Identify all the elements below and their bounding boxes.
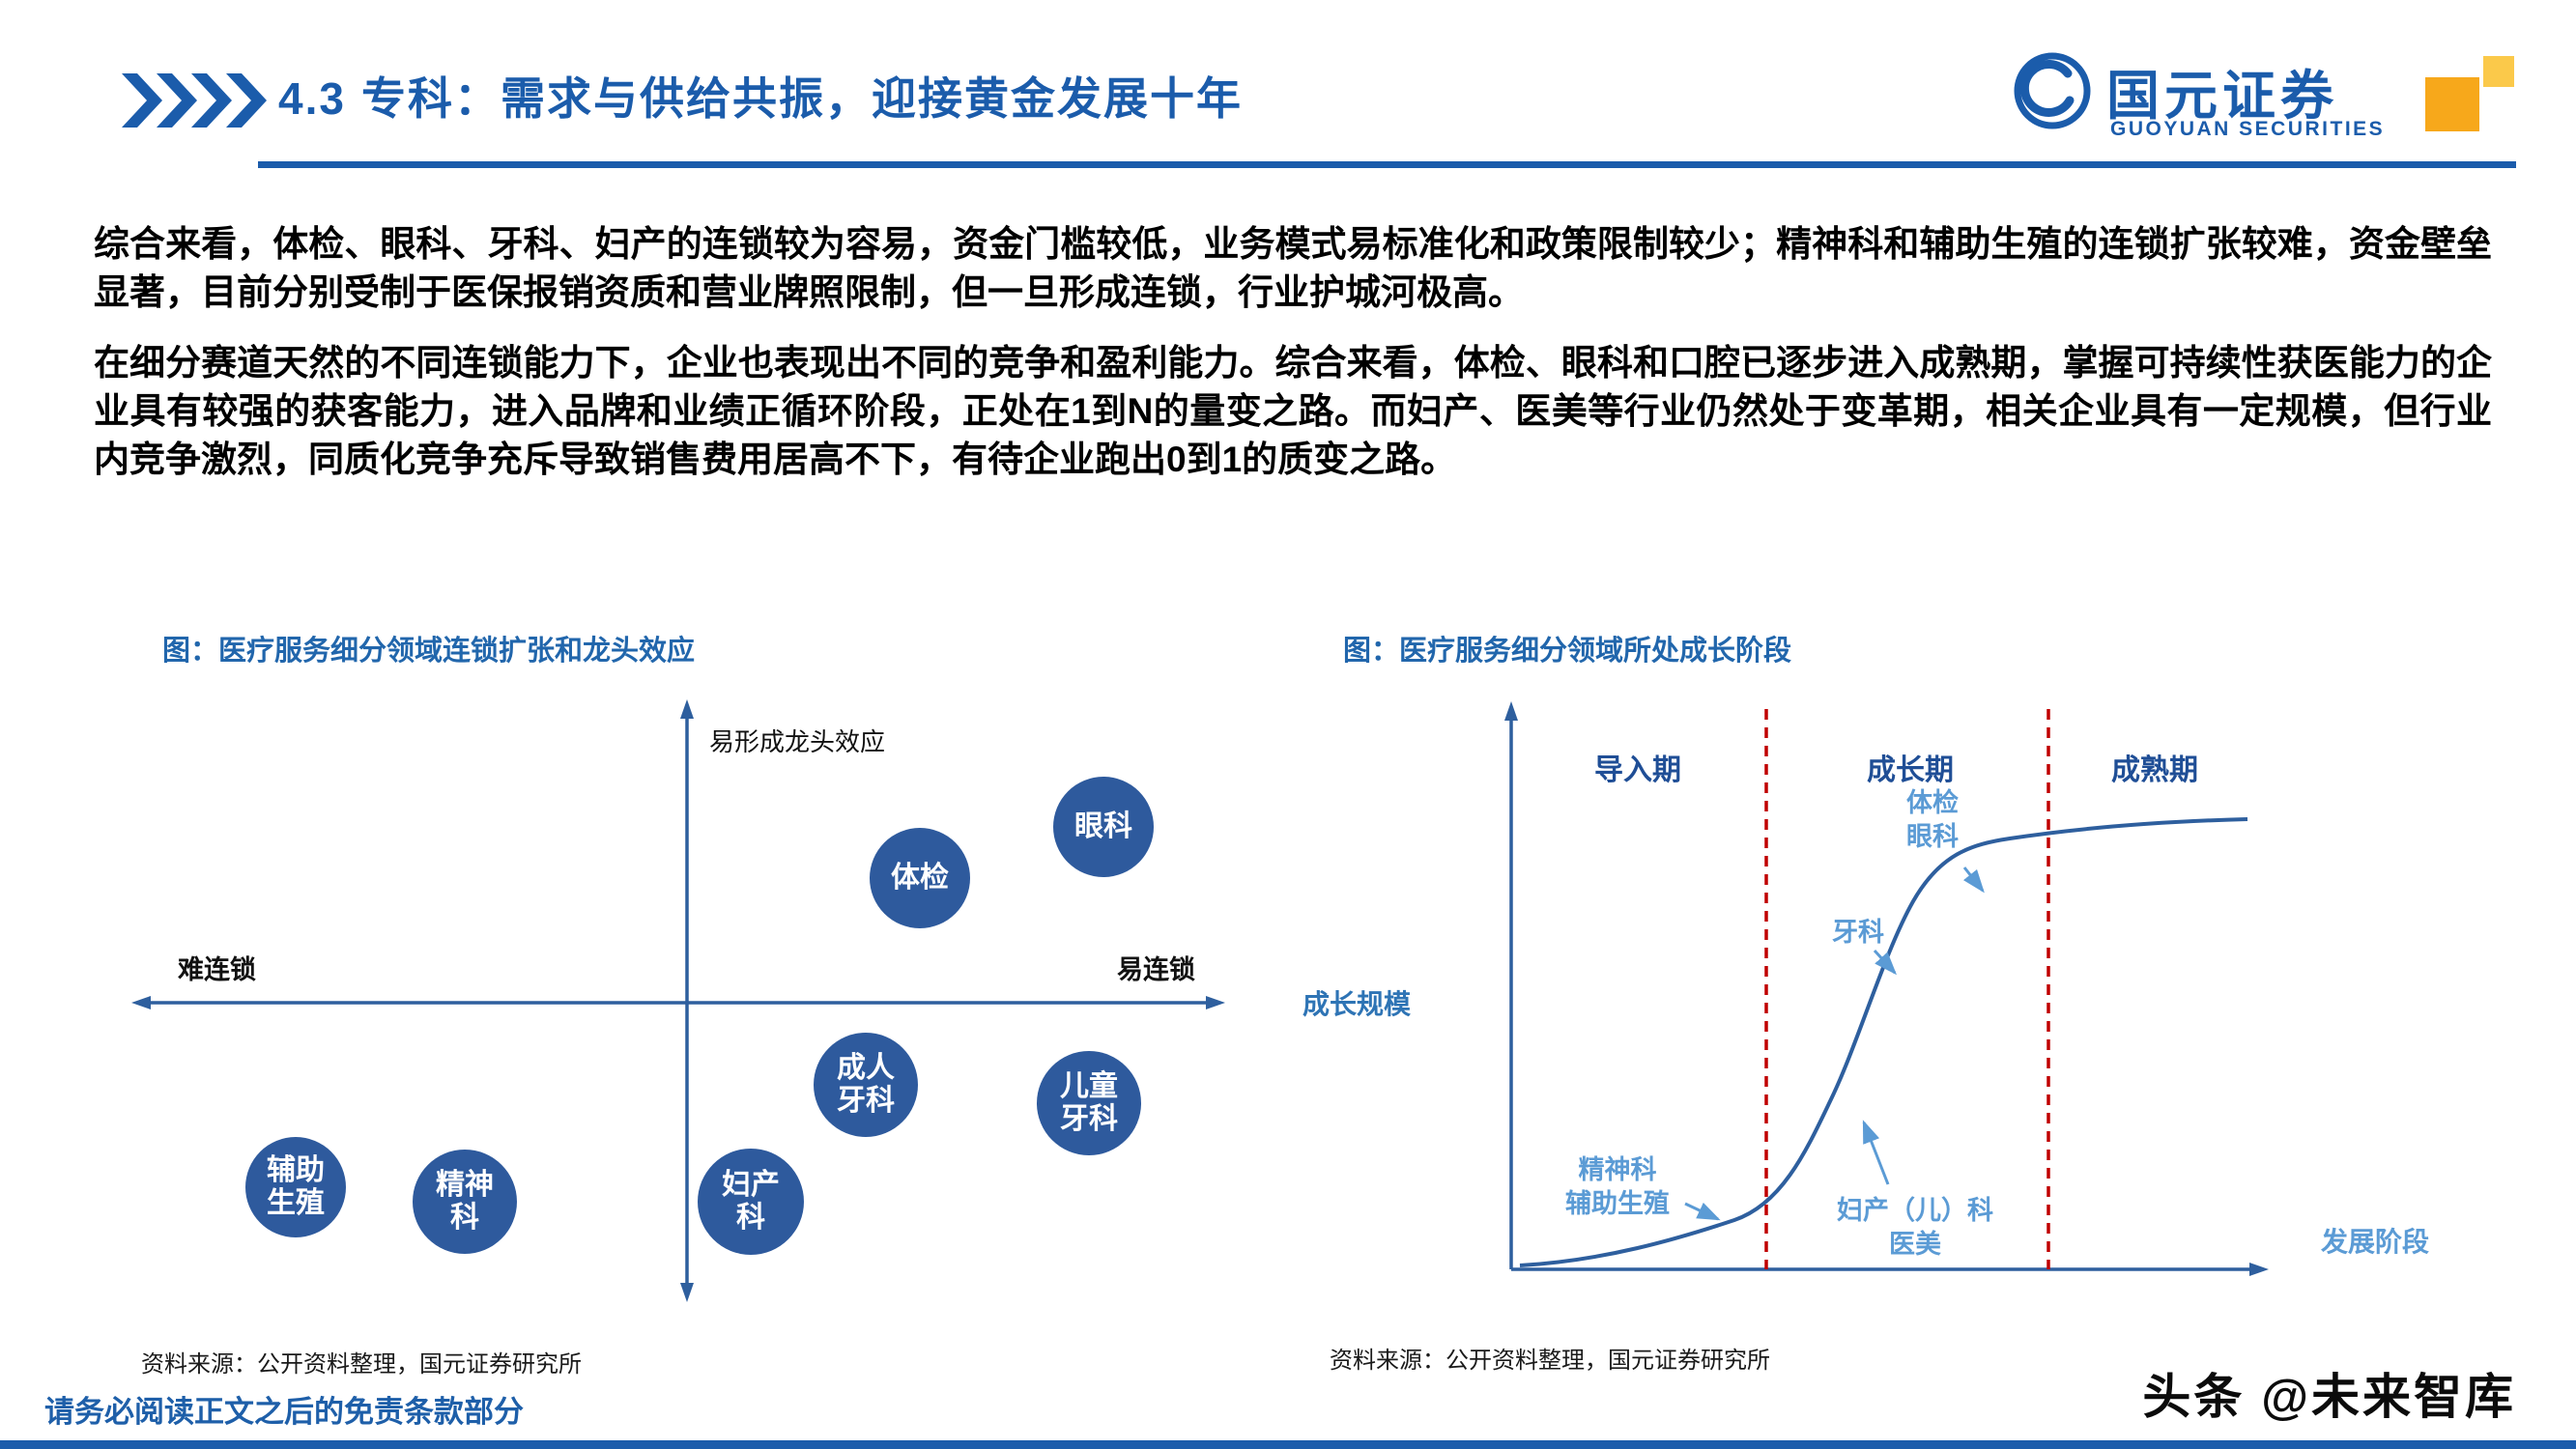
axis-right-label: 易连锁 [1117,955,1195,984]
phase-label-mature: 成熟期 [2111,754,2198,786]
growth-curve-plot [1504,701,2269,1276]
right-chart: 导入期 成长期 成熟期 成长规模 发展阶段 体检 眼科 牙科 精神科 辅助生殖 … [1295,694,2474,1320]
axis-left-label: 难连锁 [178,955,256,984]
right-chart-source: 资料来源：公开资料整理，国元证券研究所 [1330,1348,1770,1374]
chevrons-icon [122,73,267,128]
bubble-ertong-yake: 儿童 牙科 [1037,1051,1141,1155]
y-axis-label: 成长规模 [1302,989,1412,1019]
section-title: 专科：需求与供给共振，迎接黄金发展十年 [360,73,1243,124]
footer-disclaimer: 请务必阅读正文之后的免责条款部分 [44,1395,524,1429]
right-chart-title: 图：医疗服务细分领域所处成长阶段 [1343,636,1792,667]
annotation-fuchanke-meiyi: 妇产（儿）科 医美 [1837,1196,1993,1260]
axis-top-label: 易形成龙头效应 [709,727,886,756]
brand-name: 国元证券 [2106,66,2339,126]
brand-subtitle: GUOYUAN SECURITIES [2110,118,2386,140]
bubble-jingshenke: 精神 科 [413,1150,517,1254]
x-axis-label: 发展阶段 [2321,1227,2430,1257]
section-number: 4.3 [278,73,346,124]
logo-accent-square-small-icon [2483,56,2514,87]
left-chart-title: 图：医疗服务细分领域连锁扩张和龙头效应 [162,636,696,667]
brand-logo-icon [2014,52,2091,129]
page-title: 4.3 专科：需求与供给共振，迎接黄金发展十年 [278,64,1243,128]
quadrant-axes [131,699,1225,1302]
bubble-chengren-yake: 成人 牙科 [814,1033,918,1137]
paragraph-2: 在细分赛道天然的不同连锁能力下，企业也表现出不同的竞争和盈利能力。综合来看，体检… [94,342,2492,480]
bubble-tijian: 体检 [870,828,970,928]
phase-label-intro: 导入期 [1594,754,1681,786]
annotation-tijian-yanke: 体检 眼科 [1906,788,1959,852]
left-chart-source: 资料来源：公开资料整理，国元证券研究所 [141,1351,582,1378]
bubble-fuzhu-shengzhi: 辅助 生殖 [245,1137,346,1237]
paragraph-1: 综合来看，体检、眼科、牙科、妇产的连锁较为容易，资金门槛较低，业务模式易标准化和… [94,224,2492,313]
annotation-yake: 牙科 [1832,918,1884,947]
body-text: 综合来看，体检、眼科、牙科、妇产的连锁较为容易，资金门槛较低，业务模式易标准化和… [94,220,2492,506]
watermark: 头条 @未来智库 [2142,1370,2516,1424]
bubble-fuchanke: 妇产 科 [698,1149,804,1255]
logo-accent-square-icon [2425,77,2479,131]
phase-label-growth: 成长期 [1867,754,1954,786]
left-chart: 易形成龙头效应 难连锁 易连锁 体检 眼科 成人 牙科 儿童 牙科 妇产 科 精… [97,694,1256,1320]
bottom-bar [0,1440,2576,1449]
annotation-jingshenke-fuzhushengzhi: 精神科 辅助生殖 [1565,1155,1670,1219]
bubble-yanke: 眼科 [1053,777,1154,877]
header-divider [258,161,2516,168]
